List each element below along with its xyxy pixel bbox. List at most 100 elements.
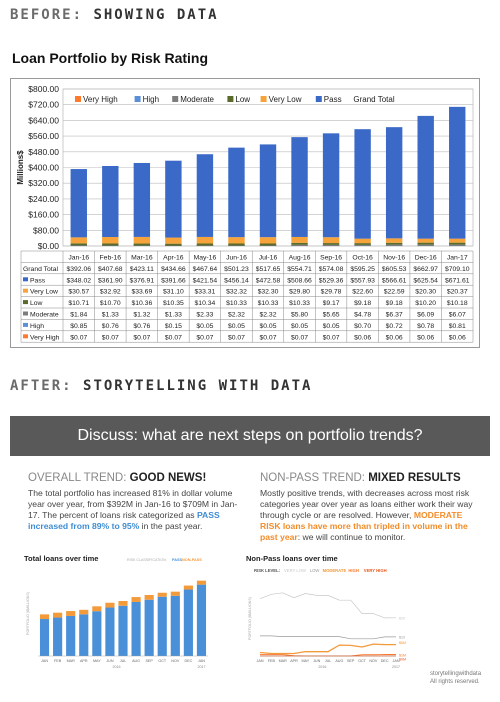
line-end-label: $6M — [399, 641, 406, 645]
y-tick-label: $640.00 — [28, 115, 59, 125]
chart2-y-label: PORTFOLIO ($MILLIONS) — [26, 592, 30, 635]
after-label: AFTER: — [10, 378, 73, 394]
table-cell: $0.05 — [228, 323, 245, 330]
year-label: 2016 — [318, 665, 326, 669]
table-cell: $2.32 — [228, 312, 245, 319]
bar-nonpass — [66, 611, 76, 616]
table-swatch — [23, 288, 28, 293]
line-end-label: $20 — [399, 616, 405, 620]
bar-low — [449, 242, 466, 245]
table-cell: $32.32 — [226, 289, 247, 296]
x-tick-label: Jul-16 — [259, 255, 278, 262]
chart2-title: Total loans over time — [24, 554, 98, 563]
total-loans-chart: Total loans over time RISK CLASSIFICATION… — [24, 554, 208, 669]
table-cell: $0.76 — [133, 323, 150, 330]
bar-pass — [354, 129, 371, 239]
year-label: 2016 — [112, 665, 120, 669]
table-cell: $423.11 — [130, 266, 154, 273]
bar-low — [196, 243, 214, 246]
bar-nonpass — [196, 580, 207, 585]
x-tick-label: MAR — [67, 659, 76, 663]
table-row-label: High — [30, 323, 44, 330]
table-cell: $31.10 — [163, 289, 184, 296]
bar-nonpass — [183, 585, 193, 590]
table-cell: $10.33 — [258, 300, 279, 307]
table-swatch — [23, 300, 28, 305]
chart3-legend-item: VERY LOW — [284, 568, 306, 573]
x-tick-label: JUL — [325, 659, 332, 663]
table-cell: $0.85 — [70, 323, 87, 330]
table-cell: $605.53 — [382, 266, 407, 273]
table-cell: $10.71 — [68, 300, 89, 307]
table-row-label: Very High — [30, 334, 60, 341]
bar-low — [322, 243, 340, 245]
chart3-legend-item: HIGH — [348, 568, 358, 573]
x-tick-label: Dec-16 — [415, 255, 437, 262]
x-tick-label: OCT — [158, 659, 167, 663]
y-tick-label: $400.00 — [28, 163, 59, 173]
bar-pass — [133, 162, 151, 237]
x-tick-label: APR — [290, 659, 298, 663]
nonpass-trend-label: NON-PASS TREND: — [260, 472, 366, 484]
before-highlight: SHOWING DATA — [93, 7, 219, 23]
discussion-banner: Discuss: what are next steps on portfoli… — [10, 416, 490, 456]
before-chart-frame: $0.00 $80.00 $160.00 $240.00 $320.00 $400.00 $… — [10, 78, 480, 348]
line-end-label: $0M — [399, 657, 406, 661]
overall-trend-heading: OVERALL TREND: GOOD NEWS! — [28, 472, 206, 484]
x-tick-label: JUL — [120, 659, 127, 663]
table-swatch — [23, 334, 28, 339]
x-tick-label: AUG — [335, 659, 343, 663]
table-cell: $0.07 — [165, 334, 182, 341]
legend-swatch — [315, 96, 322, 102]
legend-swatch — [227, 96, 234, 102]
x-tick-label: JAN — [257, 659, 264, 663]
table-cell: $10.20 — [415, 300, 436, 307]
bar-moderate — [322, 244, 340, 246]
x-tick-label: Feb-16 — [100, 255, 122, 262]
x-tick-label: JAN — [393, 659, 400, 663]
legend-label: Moderate — [180, 95, 214, 104]
bar-pass — [102, 165, 119, 238]
bar-very-low — [417, 238, 434, 243]
table-cell: $9.18 — [354, 300, 371, 307]
bar-nonpass — [131, 597, 141, 602]
table-cell: $2.32 — [259, 312, 276, 319]
bar-pass — [79, 614, 89, 656]
table-cell: $22.60 — [352, 289, 373, 296]
table-cell: $574.08 — [319, 266, 344, 273]
bar-pass — [118, 605, 128, 656]
x-tick-label: DEC — [184, 659, 192, 663]
overall-trend-text-end: in the past year. — [139, 521, 203, 531]
bar-nonpass — [92, 606, 102, 612]
table-cell: $0.05 — [323, 323, 340, 330]
table-cell: $361.90 — [98, 277, 123, 284]
chart2-legend-nonpass: NON-PASS — [182, 558, 202, 562]
table-cell: $9.17 — [323, 300, 340, 307]
bar-very-low — [259, 237, 277, 244]
bar-moderate — [385, 244, 403, 246]
bar-pass — [131, 601, 141, 656]
table-row-label: Grand Total — [23, 266, 59, 273]
x-tick-label: DEC — [381, 659, 389, 663]
bar-pass — [165, 160, 182, 238]
table-cell: $30.57 — [68, 289, 89, 296]
nonpass-trend-value: MIXED RESULTS — [368, 472, 461, 484]
bar-low — [102, 243, 119, 246]
table-cell: $0.06 — [386, 334, 403, 341]
table-cell: $6.07 — [449, 312, 466, 319]
nonpass-trend-highlight: MODERATE RISK loans have more than tripl… — [260, 510, 468, 542]
table-cell: $1.84 — [70, 312, 87, 319]
bar-very-low — [70, 237, 87, 244]
table-cell: $32.92 — [100, 289, 121, 296]
x-tick-label: FEB — [54, 659, 62, 663]
chart2-legend-label: RISK CLASSIFICATION: — [127, 558, 167, 562]
table-cell: $467.64 — [193, 266, 218, 273]
table-cell: $0.07 — [259, 334, 276, 341]
table-cell: $472.58 — [256, 277, 281, 284]
line-very-low — [259, 592, 397, 619]
legend-swatch — [75, 96, 81, 102]
bar-pass — [417, 115, 434, 239]
bar-very-low — [102, 237, 119, 244]
y-tick-label: $560.00 — [28, 131, 59, 141]
chart3-y-label: PORTFOLIO ($MILLIONS) — [248, 597, 252, 640]
